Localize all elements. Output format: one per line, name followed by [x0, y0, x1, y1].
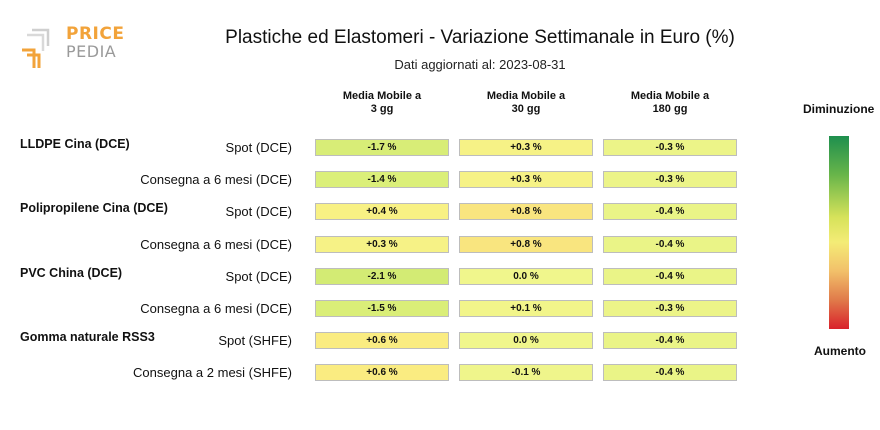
group-label: Gomma naturale RSS3 [20, 330, 155, 344]
legend-bottom-label: Aumento [814, 344, 866, 358]
heatmap-cell: -1.4 % [315, 171, 449, 188]
heatmap-cell: -0.4 % [603, 332, 737, 349]
column-header: Media Mobile a 180 gg [600, 90, 740, 116]
heatmap-cell: +0.3 % [459, 171, 593, 188]
heatmap-cell: 0.0 % [459, 332, 593, 349]
heatmap-cell: +0.3 % [315, 236, 449, 253]
logo-price-text: PRICE [66, 24, 125, 44]
heatmap-cell: -0.1 % [459, 364, 593, 381]
chart-subtitle: Dati aggiornati al: 2023-08-31 [394, 57, 566, 72]
row-label: Spot (SHFE) [218, 333, 292, 348]
heatmap-cell: -2.1 % [315, 268, 449, 285]
group-label: PVC China (DCE) [20, 266, 123, 280]
row-label: Consegna a 6 mesi (DCE) [140, 172, 292, 187]
heatmap-cell: +0.1 % [459, 300, 593, 317]
heatmap-cell: +0.8 % [459, 203, 593, 220]
heatmap-cell: -0.4 % [603, 364, 737, 381]
chart-title: Plastiche ed Elastomeri - Variazione Set… [225, 27, 735, 48]
heatmap-cell: +0.4 % [315, 203, 449, 220]
heatmap-cell: -0.3 % [603, 139, 737, 156]
row-label: Consegna a 6 mesi (DCE) [140, 301, 292, 316]
row-label: Spot (DCE) [225, 204, 292, 219]
pricepedia-logo: PRICE PEDIA [18, 24, 128, 74]
heatmap-cell: +0.6 % [315, 364, 449, 381]
column-header-line1: Media Mobile a [342, 90, 422, 102]
column-header: Media Mobile a 30 gg [456, 90, 596, 116]
column-header-line2: 3 gg [370, 103, 394, 115]
logo-pedia-text: PEDIA [66, 42, 117, 61]
group-label: Polipropilene Cina (DCE) [20, 201, 168, 215]
heatmap-cell: -0.4 % [603, 203, 737, 220]
logo-mark-icon [22, 28, 50, 68]
heatmap-cell: -1.7 % [315, 139, 449, 156]
heatmap-cell: +0.8 % [459, 236, 593, 253]
legend-color-scale [829, 136, 849, 329]
heatmap-cell: -1.5 % [315, 300, 449, 317]
column-header-line2: 180 gg [652, 103, 688, 115]
legend-top-label: Diminuzione [803, 102, 875, 116]
group-label: LLDPE Cina (DCE) [20, 137, 130, 151]
row-label: Consegna a 2 mesi (SHFE) [133, 365, 292, 380]
heatmap-cell: -0.3 % [603, 300, 737, 317]
heatmap-cell: -0.3 % [603, 171, 737, 188]
row-label: Consegna a 6 mesi (DCE) [140, 237, 292, 252]
heatmap-cell: -0.4 % [603, 268, 737, 285]
heatmap-cell: +0.3 % [459, 139, 593, 156]
row-label: Spot (DCE) [225, 140, 292, 155]
column-header-line1: Media Mobile a [630, 90, 710, 102]
heatmap-cell: -0.4 % [603, 236, 737, 253]
heatmap-cell: 0.0 % [459, 268, 593, 285]
column-header-line1: Media Mobile a [486, 90, 566, 102]
column-header-line2: 30 gg [511, 103, 541, 115]
heatmap-cell: +0.6 % [315, 332, 449, 349]
row-label: Spot (DCE) [225, 269, 292, 284]
